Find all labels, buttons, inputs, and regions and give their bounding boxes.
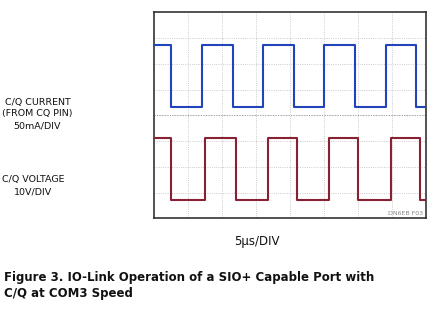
Text: DN6EB F03: DN6EB F03 — [388, 211, 423, 216]
Text: C/Q VOLTAGE
10V/DIV: C/Q VOLTAGE 10V/DIV — [2, 175, 65, 196]
Text: 5μs/DIV: 5μs/DIV — [233, 235, 279, 248]
Text: Figure 3. IO-Link Operation of a SIO+ Capable Port with
C/Q at COM3 Speed: Figure 3. IO-Link Operation of a SIO+ Ca… — [4, 271, 374, 300]
Text: C/Q CURRENT
(FROM CQ PIN)
50mA/DIV: C/Q CURRENT (FROM CQ PIN) 50mA/DIV — [2, 98, 72, 130]
